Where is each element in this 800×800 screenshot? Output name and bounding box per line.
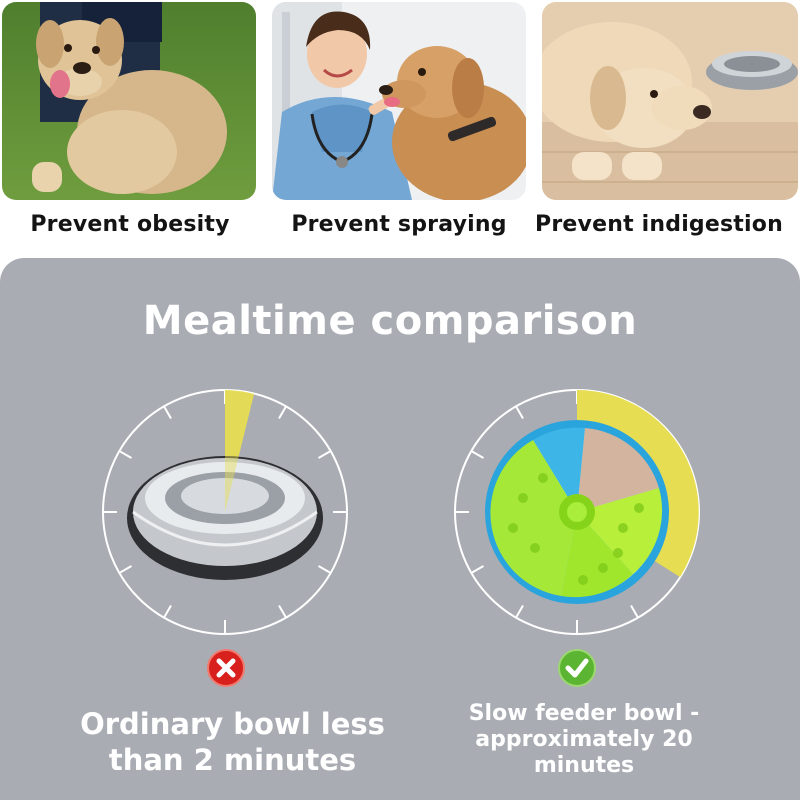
- clock-tick: [470, 450, 484, 459]
- vet-with-dog-photo: [272, 2, 526, 200]
- clock-tick: [163, 405, 172, 419]
- clock-tick: [163, 605, 172, 619]
- clock-tick: [118, 450, 132, 459]
- clock-tick: [278, 405, 287, 419]
- cross-icon: [206, 648, 246, 688]
- steel-bowl-image: [127, 456, 323, 580]
- clock-tick: [278, 605, 287, 619]
- caption-prevent-indigestion: Prevent indigestion: [535, 212, 783, 237]
- slow-feeder-bowl-image: [485, 420, 669, 604]
- clock-tick: [318, 450, 332, 459]
- comparison-title: Mealtime comparison: [142, 298, 638, 344]
- caption-prevent-obesity: Prevent obesity: [30, 212, 230, 237]
- check-icon: [557, 648, 597, 688]
- obese-dog-photo: [2, 2, 256, 200]
- slow-feeder-caption: Slow feeder bowl - approximately 20 minu…: [468, 701, 700, 778]
- clock-tick: [515, 605, 524, 619]
- ordinary-bowl-caption: Ordinary bowl less than 2 minutes: [80, 707, 385, 777]
- clock-tick: [630, 605, 639, 619]
- sad-dog-with-bowl-photo: [542, 2, 798, 200]
- caption-prevent-spraying: Prevent spraying: [291, 212, 507, 237]
- ordinary-bowl-clock: [101, 388, 349, 640]
- clock-tick: [318, 565, 332, 574]
- clock-tick: [515, 405, 524, 419]
- clock-tick: [470, 565, 484, 574]
- slow-feeder-clock: [453, 388, 701, 640]
- clock-tick: [118, 565, 132, 574]
